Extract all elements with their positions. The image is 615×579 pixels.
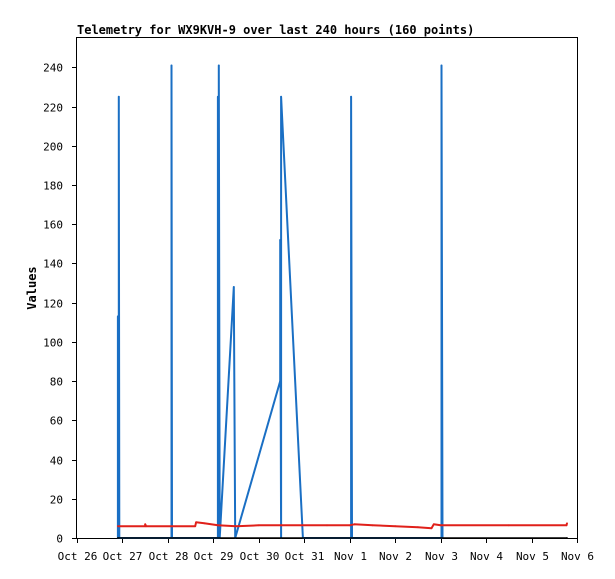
data-point: [232, 286, 235, 288]
data-point: [194, 525, 197, 528]
data-point: [170, 64, 173, 67]
data-point: [117, 537, 119, 539]
y-axis-label: Values: [25, 266, 39, 309]
data-point: [565, 524, 568, 527]
plot-area: [76, 37, 578, 539]
data-point: [117, 95, 120, 98]
x-axis: Oct 26 Oct 27 Oct 28 Oct 29 Oct 30 Oct 31 Nov …: [58, 538, 594, 563]
x-tick-label: Nov 3: [425, 550, 458, 563]
y-tick-label: 180: [43, 180, 63, 193]
data-point: [279, 380, 282, 382]
data-point: [348, 524, 351, 527]
y-tick-label: 220: [43, 102, 63, 115]
x-tick-label: Nov 6: [561, 550, 594, 563]
series-layer: [116, 64, 568, 539]
y-tick-label: 80: [50, 376, 63, 389]
data-point: [353, 523, 356, 526]
x-tick-label: Oct 29: [194, 550, 234, 563]
data-point: [417, 526, 419, 529]
data-point: [350, 95, 352, 98]
x-tick-label: Nov 5: [516, 550, 549, 563]
data-point: [279, 239, 282, 241]
y-tick-label: 200: [43, 141, 63, 154]
data-point: [507, 524, 510, 527]
y-tick-label: 100: [43, 337, 63, 350]
y-tick-label: 240: [43, 62, 63, 75]
data-point: [217, 524, 219, 527]
data-point: [145, 525, 148, 528]
y-axis: 0 20 40 60 80 100 120 140 160 180 200 220 240: [43, 62, 77, 546]
data-point: [144, 523, 147, 526]
data-point: [195, 521, 198, 524]
data-point: [432, 523, 435, 526]
data-point: [430, 527, 433, 530]
data-point: [566, 537, 568, 539]
y-tick-label: 0: [56, 533, 63, 546]
x-tick-label: Oct 28: [149, 550, 189, 563]
x-tick-label: Oct 30: [240, 550, 280, 563]
data-point: [371, 524, 374, 527]
data-point: [439, 524, 442, 527]
x-tick-label: Nov 2: [379, 550, 412, 563]
data-point: [280, 524, 283, 527]
y-tick-label: 140: [43, 258, 63, 271]
data-point: [217, 95, 219, 98]
data-point: [257, 524, 260, 527]
x-tick-label: Oct 26: [58, 550, 98, 563]
data-point: [326, 524, 328, 527]
data-point: [566, 522, 568, 525]
data-point: [117, 315, 119, 318]
y-tick-label: 60: [50, 415, 63, 428]
data-point: [235, 525, 238, 528]
y-tick-label: 20: [50, 494, 63, 507]
x-tick-label: Oct 31: [285, 550, 325, 563]
data-point: [440, 64, 443, 67]
y-tick-label: 160: [43, 219, 63, 232]
y-tick-label: 120: [43, 298, 63, 311]
data-point: [280, 95, 282, 98]
y-tick-label: 40: [50, 455, 63, 468]
x-tick-label: Nov 4: [470, 550, 503, 563]
data-point: [217, 64, 220, 67]
data-point: [394, 525, 397, 528]
x-tick-label: Nov 1: [334, 550, 367, 563]
data-point: [117, 525, 119, 528]
data-point: [203, 522, 206, 525]
x-tick-label: Oct 27: [103, 550, 143, 563]
chart-title: Telemetry for WX9KVH-9 over last 240 hou…: [77, 23, 474, 37]
